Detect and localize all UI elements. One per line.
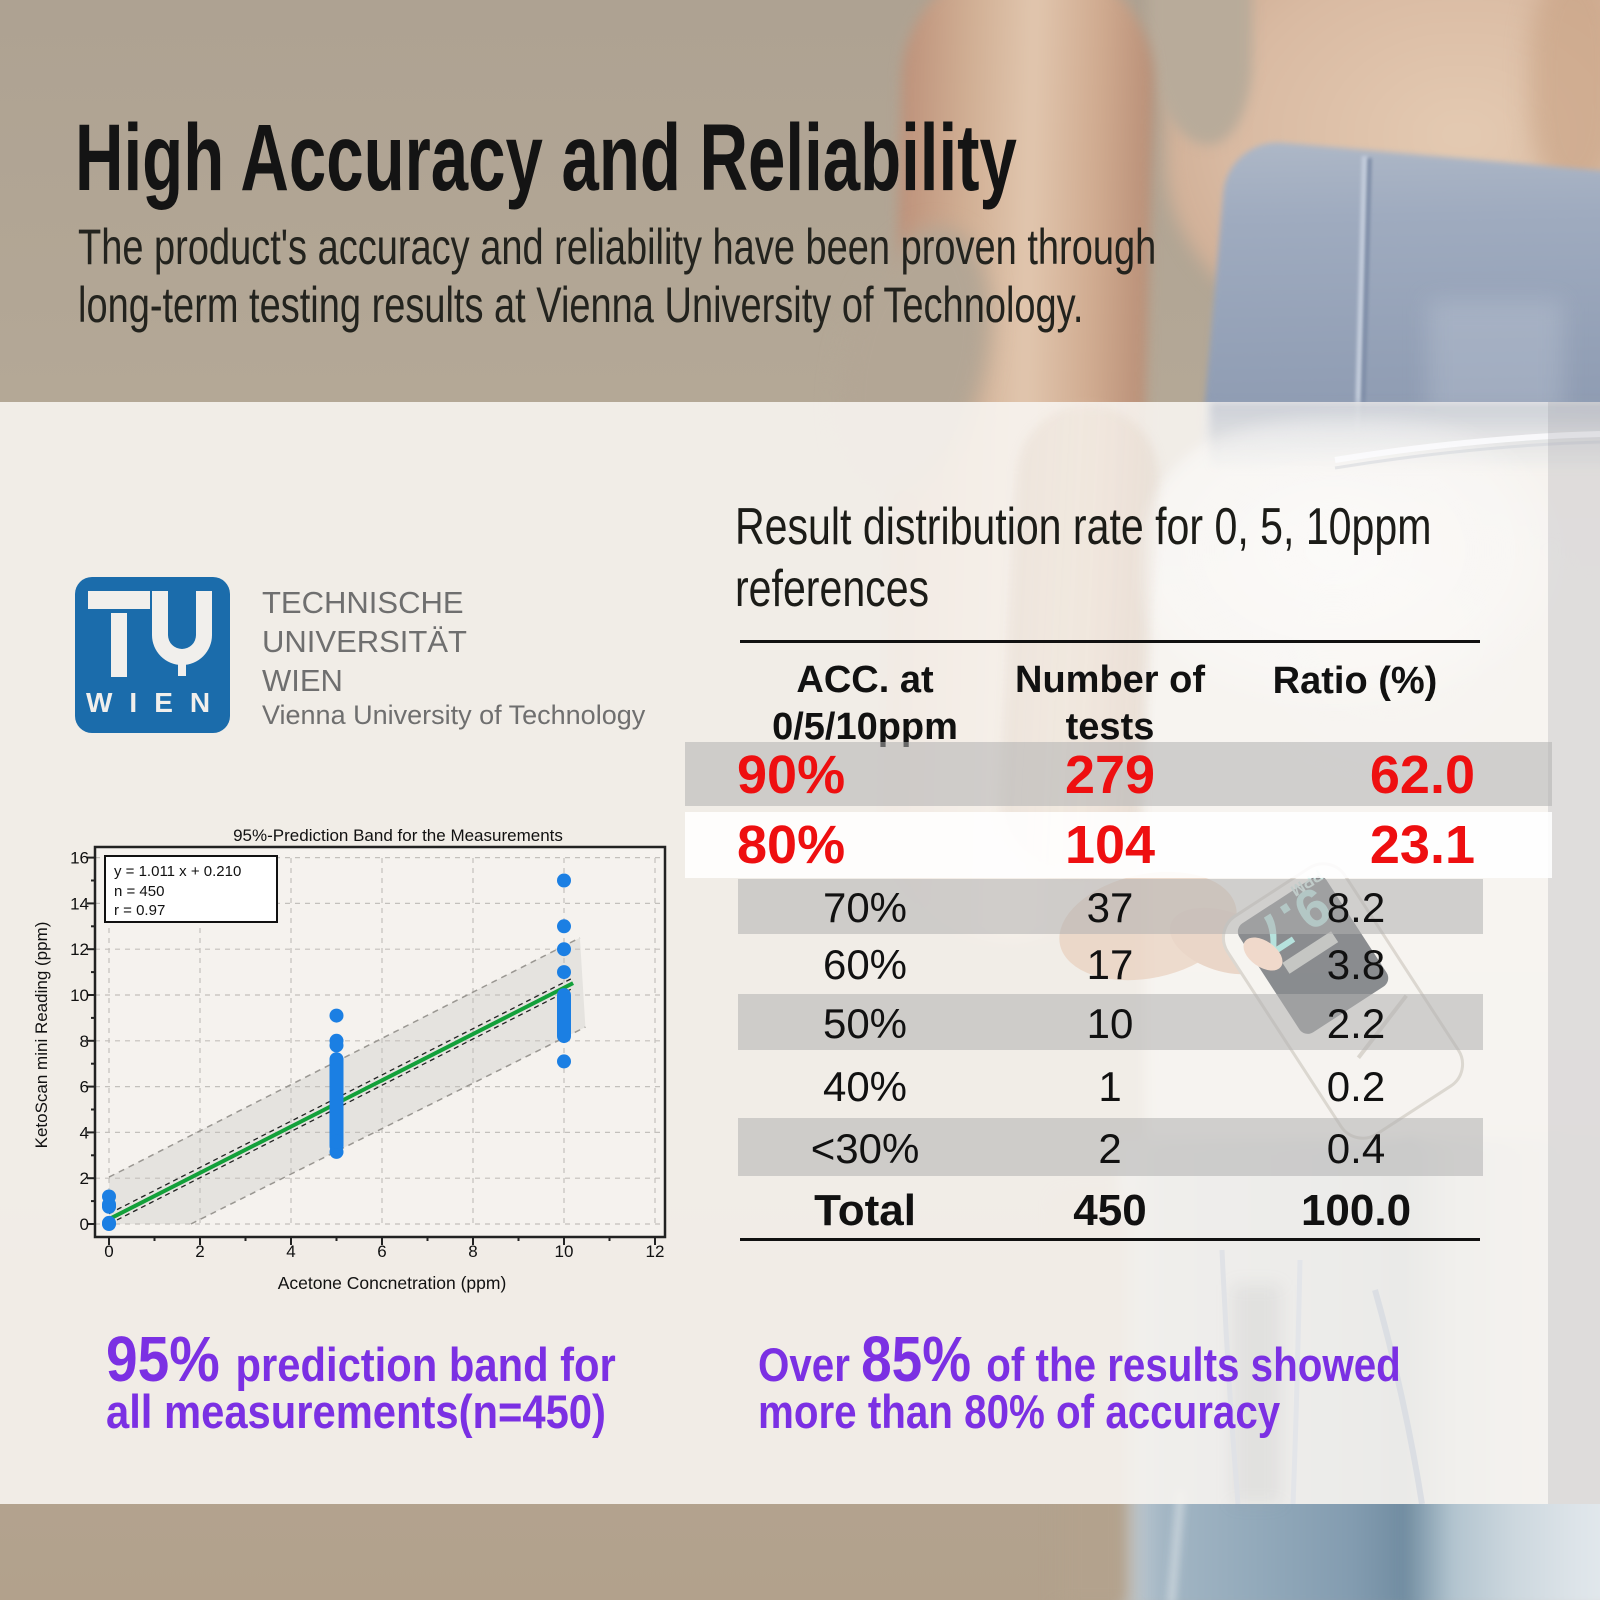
svg-text:8: 8 [80, 1032, 89, 1051]
svg-text:16: 16 [70, 849, 89, 868]
svg-text:0: 0 [80, 1215, 89, 1234]
svg-text:r = 0.97: r = 0.97 [114, 902, 165, 919]
svg-text:4: 4 [286, 1242, 295, 1261]
svg-text:14: 14 [70, 894, 89, 913]
svg-text:2: 2 [195, 1242, 204, 1261]
svg-text:4: 4 [80, 1123, 89, 1142]
svg-text:y = 1.011 x + 0.210: y = 1.011 x + 0.210 [114, 863, 241, 880]
svg-text:12: 12 [646, 1242, 665, 1261]
svg-text:0: 0 [104, 1242, 113, 1261]
svg-text:n = 450: n = 450 [114, 883, 164, 900]
svg-text:12: 12 [70, 940, 89, 959]
svg-text:95%-Prediction Band for the Me: 95%-Prediction Band for the Measurements [233, 826, 563, 845]
svg-text:8: 8 [468, 1242, 477, 1261]
svg-text:KetoScan mini Reading (ppm): KetoScan mini Reading (ppm) [32, 922, 51, 1149]
svg-text:6: 6 [377, 1242, 386, 1261]
svg-text:10: 10 [555, 1242, 574, 1261]
svg-text:2: 2 [80, 1169, 89, 1188]
svg-text:10: 10 [70, 986, 89, 1005]
svg-text:6: 6 [80, 1078, 89, 1097]
svg-text:Acetone Concnetration (ppm): Acetone Concnetration (ppm) [278, 1273, 507, 1293]
svg-text:WIEN: WIEN [86, 687, 227, 718]
